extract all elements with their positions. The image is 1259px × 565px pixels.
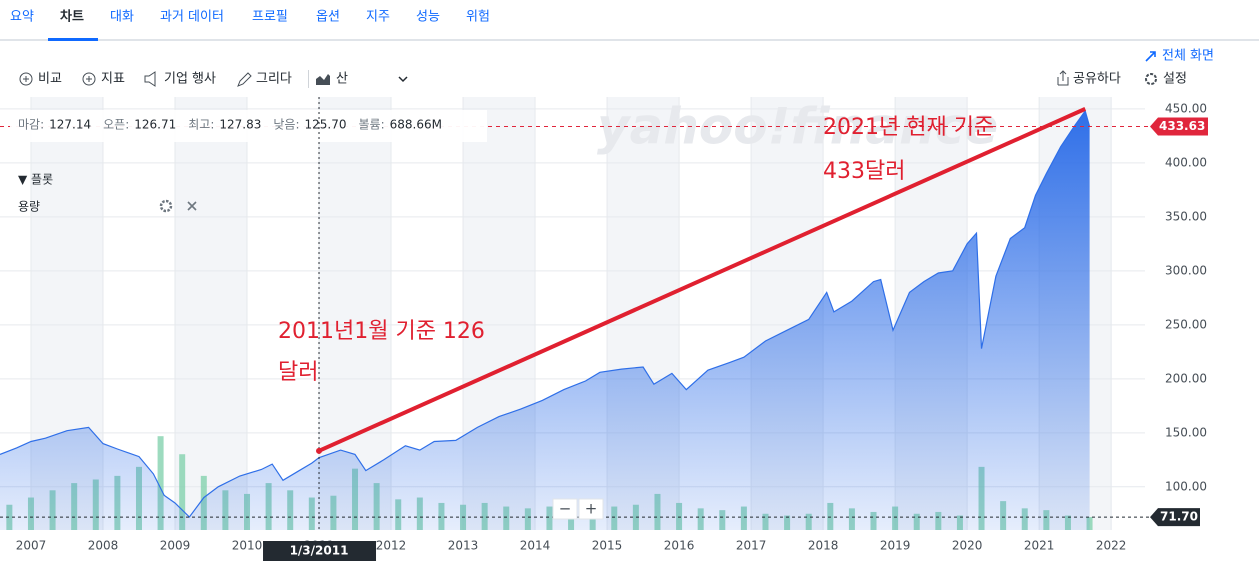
tab[interactable]: 옵션 [316,10,340,25]
x-tick-label: 2018 [808,539,839,553]
info-label: 마감: [18,118,44,132]
icon [316,74,330,85]
settings[interactable]: 설정 [1163,72,1187,87]
fullscreen[interactable]: 전체 화면 [1162,49,1214,64]
crosshair-label: 1/3/2011 [290,544,349,558]
indicators[interactable]: 지표 [101,72,125,87]
tabs: 요약 차트 대화 과거 데이터 프로필 옵션 지주 성능 위험 [0,9,1259,41]
zoom-label[interactable]: + [585,500,598,518]
info-value: 127.83 [219,118,261,132]
panel-item: 용량 [18,200,40,214]
toolbar: 비교 지표 기업 행사 그리다 산 공유하다 설정 [19,70,1187,88]
icon [19,72,33,86]
x-tick-label: 2019 [880,539,911,553]
icon [86,76,92,82]
info: 마감: 127.14 오픈: 126.71 최고: 127.83 낮음: 125.70 볼륨: 6… [18,118,442,132]
x-tick-label: 2014 [520,539,551,553]
volume-last-label: 71.70 [1160,510,1198,524]
close-icon[interactable] [187,201,197,211]
x-tick-label: 2012 [376,539,407,553]
x-tick-label: 2007 [16,539,47,553]
plot: 2007200820092010201120122013201420152016… [0,97,1208,553]
tab-underline [48,38,98,41]
y-tick-label: 100.00 [1165,479,1207,493]
x-tick-label: 2016 [664,539,695,553]
gear-icon[interactable] [159,199,173,213]
last-price-tag [1150,117,1208,136]
crosshair-tag [263,541,377,561]
compare[interactable]: 비교 [38,72,62,87]
info-bar [10,110,487,142]
annotation: 2011년1월 기준 126 [278,319,485,344]
info-value: 688.66M [390,118,442,132]
y-tick-label: 200.00 [1165,371,1207,385]
tab-active[interactable]: 차트 [60,9,84,25]
icon [82,72,96,86]
x-tick-label: 2010 [232,539,263,553]
last-price-label: 433.63 [1159,119,1205,133]
annotation: 달러 [278,360,318,385]
tab[interactable]: 과거 데이터 [160,10,224,25]
panel-title[interactable]: ▼ 플롯 [18,173,53,187]
annotation: 2021년 현재 기준 [823,115,994,140]
icon [23,76,29,82]
volume-bar [179,454,186,530]
chart-type[interactable]: 산 [336,72,348,87]
y-tick-label: 250.00 [1165,317,1207,331]
overlay: 1/3/2011 2011년1월 기준 126 달러 2021년 현재 기준 433달러 [263,97,1087,561]
zoom-button[interactable] [552,498,578,520]
info-value: 127.14 [49,118,91,132]
x-tick-label: 2008 [88,539,119,553]
y-tick-label: 400.00 [1165,155,1207,169]
zoom-label[interactable]: − [559,500,572,518]
tab[interactable]: 위험 [466,10,490,25]
icon [144,71,156,87]
tab[interactable]: 성능 [416,10,440,25]
info-label: 오픈: [103,118,129,132]
x-tick-label: 2020 [952,539,983,553]
info-value: 126.71 [134,118,176,132]
trend-line [318,107,1087,453]
info-label: 낮음: [273,118,299,132]
trend-point [316,447,323,454]
tab-divider [0,39,1259,41]
info-label: 볼륨: [359,118,385,132]
fullscreen-icon [1145,51,1156,62]
share[interactable]: 공유하다 [1073,72,1121,87]
annotation: 433달러 [823,159,905,184]
y-tick-label: 350.00 [1165,209,1207,223]
info-label: 최고: [188,118,214,132]
x-tick-label: 2013 [448,539,479,553]
tab[interactable]: 프로필 [252,10,288,25]
info-value: 125.70 [305,118,347,132]
dropdown-icon[interactable] [398,76,408,83]
draw[interactable]: 그리다 [256,72,292,87]
y-tick-label: 450.00 [1165,101,1207,115]
price-line [0,109,1091,518]
volume-last-tag [1150,508,1200,527]
separator [308,70,309,88]
icon [1057,70,1069,86]
price-area [0,111,1090,530]
events[interactable]: 기업 행사 [164,71,216,87]
tab[interactable]: 대화 [110,10,134,25]
y-tick-label: 300.00 [1165,263,1207,277]
tab[interactable]: 지주 [366,10,390,25]
x-tick-label: 2022 [1096,539,1127,553]
volume-bar [157,436,164,530]
y-tick-label: 150.00 [1165,425,1207,439]
icon [237,72,252,87]
icon [1145,73,1157,85]
x-tick-label: 2021 [1024,539,1055,553]
zoom-button[interactable] [578,498,604,520]
tab[interactable]: 요약 [10,10,34,25]
x-tick-label: 2009 [160,539,191,553]
x-tick-label: 2015 [592,539,623,553]
x-tick-label: 2017 [736,539,767,553]
year-band [174,97,248,530]
